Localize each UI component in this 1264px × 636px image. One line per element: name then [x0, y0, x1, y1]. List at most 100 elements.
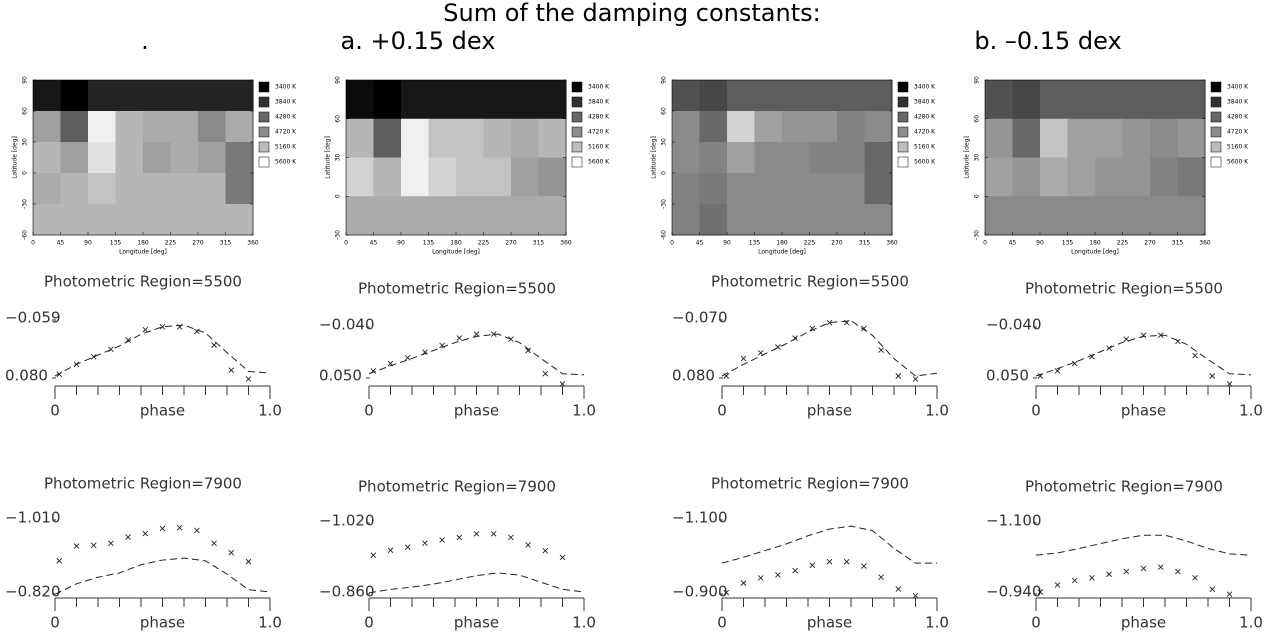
x-tick-label: 270	[192, 240, 204, 247]
data-marker	[159, 323, 166, 330]
data-marker	[826, 558, 833, 565]
x-tick-label: 315	[220, 240, 232, 247]
heatmap-cell	[1067, 118, 1096, 158]
x-tick-label: 180	[137, 240, 149, 247]
heatmap-cell	[727, 80, 755, 112]
chart-title: Photometric Region=7900	[358, 478, 556, 496]
data-marker	[245, 376, 252, 382]
data-marker	[809, 562, 816, 569]
heatmap-cell	[1177, 196, 1206, 236]
y-tick-label: −0.900	[672, 583, 728, 601]
legend-label: 5160 K	[1227, 144, 1249, 151]
data-marker	[723, 589, 730, 596]
x-tick-label: 1.0	[1239, 614, 1263, 632]
heatmap-cell	[60, 142, 89, 174]
y-tick-label: -30	[22, 199, 29, 209]
column-label: b. –0.15 dex	[974, 27, 1121, 55]
legend-label: 4720 K	[588, 129, 610, 136]
heatmap-cell	[483, 196, 512, 236]
heatmap-cell	[1040, 157, 1068, 197]
heatmap-cell	[754, 111, 783, 143]
heatmap-cell	[170, 173, 199, 205]
heatmap-cell	[1040, 80, 1068, 120]
data-marker	[194, 328, 200, 335]
heatmap-cell	[1122, 118, 1151, 158]
x-tick-label: 270	[831, 240, 843, 247]
x-tick-label: 360	[1199, 240, 1211, 247]
y-tick-label: 90	[22, 76, 29, 84]
data-marker	[1123, 336, 1130, 342]
y-tick-label: 30	[22, 138, 29, 146]
heatmap-cell	[456, 80, 484, 120]
heatmap-cell	[985, 157, 1013, 197]
heatmap-cell	[198, 142, 226, 174]
model-line	[721, 525, 937, 564]
x-tick-label: 0	[364, 402, 374, 420]
heatmap-cell	[1040, 118, 1068, 158]
data-marker	[490, 531, 497, 537]
data-marker	[1175, 568, 1181, 575]
model-line	[368, 572, 585, 594]
heatmap-cell	[401, 196, 429, 236]
heatmap-cell	[782, 142, 810, 174]
legend-swatch	[1210, 156, 1222, 168]
x-tick-label: 1.0	[258, 614, 282, 632]
heatmap-cell	[143, 80, 171, 112]
heatmap-cell	[428, 196, 457, 236]
legend-swatch	[258, 156, 270, 168]
data-marker	[1037, 589, 1044, 595]
x-tick-label: 1.0	[925, 402, 949, 420]
column-label: a. +0.15 dex	[341, 27, 496, 55]
heatmap-cell	[346, 118, 374, 158]
data-marker	[912, 592, 919, 599]
data-marker	[404, 544, 411, 550]
heatmap-cell	[60, 80, 89, 112]
x-tick-label: 315	[859, 240, 871, 247]
data-marker	[757, 349, 764, 356]
heatmap-cell	[483, 80, 512, 120]
legend-swatch	[897, 156, 909, 168]
heatmap-cell	[373, 157, 402, 197]
x-tick-label: 0	[1031, 402, 1041, 420]
model-line	[1035, 534, 1252, 556]
heatmap-cell	[754, 80, 783, 112]
heatmap-cell	[198, 173, 226, 205]
y-axis-label: Latitude [deg]	[964, 136, 971, 179]
x-tick-label: 0	[31, 240, 35, 247]
x-tick-label: 225	[478, 240, 490, 247]
heatmap-cell	[672, 111, 700, 143]
y-tick-label: 0	[661, 171, 668, 175]
heatmap-cell	[60, 173, 89, 205]
heatmap-cell	[143, 142, 171, 174]
x-tick-label: 1.0	[572, 614, 596, 632]
heatmap-cell	[143, 111, 171, 143]
x-axis-label: Longitude [deg]	[432, 249, 480, 256]
data-marker	[525, 542, 531, 548]
x-tick-label: 0	[50, 614, 60, 632]
heatmap-cell	[985, 196, 1013, 236]
heatmap-cell	[782, 111, 810, 143]
heatmap-cell	[456, 196, 484, 236]
legend-label: 3840 K	[1227, 99, 1249, 106]
heatmap-cell	[88, 142, 116, 174]
legend-swatch	[571, 111, 583, 123]
heatmap-cell	[456, 118, 484, 158]
x-tick-label: 90	[84, 240, 92, 247]
heatmap-cell	[1177, 118, 1206, 158]
x-tick-label: 90	[723, 240, 731, 247]
legend-swatch	[571, 126, 583, 138]
model-line	[1035, 334, 1252, 377]
legend-label: 3400 K	[275, 84, 297, 91]
heatmap-cell	[727, 204, 755, 236]
heatmap-cell	[1150, 80, 1178, 120]
x-tick-label: 90	[1036, 240, 1044, 247]
data-marker	[1209, 373, 1216, 379]
heatmap-cell	[373, 118, 402, 158]
heatmap-cell	[1095, 118, 1123, 158]
data-marker	[912, 376, 919, 382]
heatmap-cell	[33, 142, 61, 174]
data-marker	[211, 342, 217, 348]
data-marker	[740, 580, 747, 586]
legend-label: 5600 K	[1227, 159, 1249, 166]
y-tick-label: 30	[974, 154, 981, 162]
